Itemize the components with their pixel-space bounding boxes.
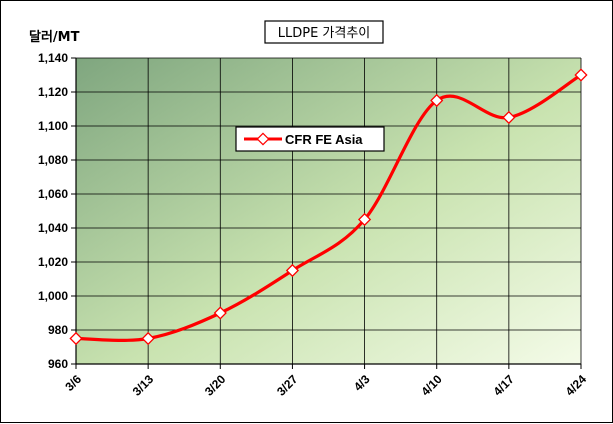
y-axis-label: 달러/MT: [29, 29, 80, 45]
legend-marker-icon: [256, 132, 270, 146]
y-tick-label: 1,140: [38, 51, 68, 65]
x-tick-label: 4/17: [491, 372, 518, 399]
data-point-marker: [285, 263, 300, 278]
legend-label: CFR FE Asia: [285, 132, 363, 147]
y-tick-label: 1,080: [38, 153, 68, 167]
x-tick-label: 4/10: [418, 372, 445, 399]
data-point-marker: [213, 306, 227, 320]
plot-background: [76, 58, 581, 364]
y-tick-label: 960: [48, 357, 68, 371]
y-tick-label: 1,120: [38, 85, 68, 99]
chart-title-box: LLDPE 가격추이: [264, 20, 384, 44]
data-point-marker: [574, 68, 588, 82]
x-tick-label: 3/6: [62, 372, 84, 394]
series-line: [74, 73, 583, 342]
legend: CFR FE Asia: [235, 126, 385, 152]
y-tick-label: 1,060: [38, 187, 68, 201]
data-point-marker: [357, 212, 372, 227]
data-point-marker: [430, 93, 444, 108]
y-tick-label: 1,000: [38, 289, 68, 303]
x-tick-label: 3/20: [202, 372, 229, 399]
x-tick-label: 3/27: [274, 372, 301, 399]
x-tick-labels: 3/6 3/13 3/20 3/27 4/3 4/10 4/17 4/24: [62, 372, 589, 399]
data-point-marker: [69, 331, 83, 346]
x-tick-label: 3/13: [130, 372, 157, 399]
y-tick-labels: 960 980 1,000 1,020 1,040 1,060 1,080 1,100 1,12…: [38, 51, 68, 371]
chart-title: LLDPE 가격추이: [278, 26, 371, 41]
data-point-marker: [141, 331, 155, 346]
axes: [71, 57, 582, 369]
y-tick-label: 1,040: [38, 221, 68, 235]
data-point-marker: [502, 110, 516, 125]
y-tick-label: 1,100: [38, 119, 68, 133]
y-tick-label: 1,020: [38, 255, 68, 269]
x-tick-label: 4/24: [563, 372, 590, 399]
series-layer: [69, 68, 588, 346]
plot-area: [76, 58, 581, 364]
y-tick-label: 980: [48, 323, 68, 337]
x-tick-label: 4/3: [351, 372, 373, 394]
